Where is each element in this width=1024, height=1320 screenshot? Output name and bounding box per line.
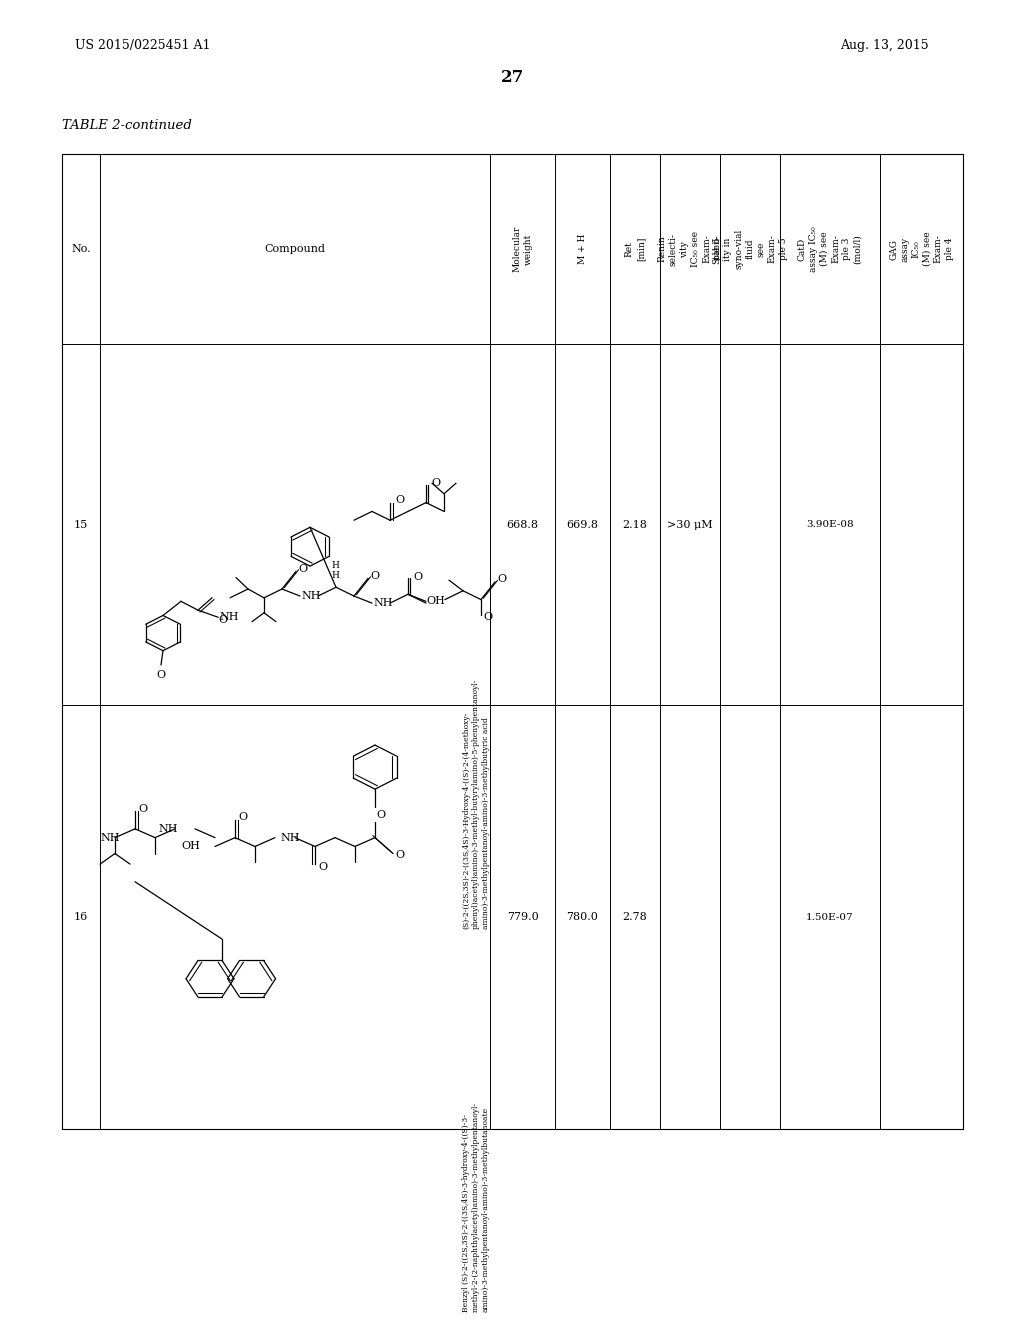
Text: OH: OH	[426, 597, 444, 606]
Text: >30 μM: >30 μM	[668, 520, 713, 529]
Text: O: O	[318, 862, 327, 871]
Text: 780.0: 780.0	[566, 912, 598, 921]
Text: NH: NH	[280, 833, 299, 842]
Text: O: O	[157, 671, 166, 680]
Text: 2.78: 2.78	[623, 912, 647, 921]
Text: Stabil-
ity in
syno-vial
fluid
see
Exam-
ple 5: Stabil- ity in syno-vial fluid see Exam-…	[713, 228, 787, 269]
Text: 3.90E-08: 3.90E-08	[806, 520, 854, 529]
Text: No.: No.	[72, 244, 91, 253]
Text: TABLE 2-continued: TABLE 2-continued	[62, 119, 191, 132]
Text: O: O	[497, 574, 506, 585]
Bar	[62, 154, 963, 1129]
Text: OH: OH	[181, 841, 200, 851]
Text: O: O	[238, 812, 247, 822]
Text: Benzyl (S)-2-((2S,3S)-2-((3S,4S)-3-hydroxy-4-((S)-3-
methyl-2-(2-naphthylacetyl): Benzyl (S)-2-((2S,3S)-2-((3S,4S)-3-hydro…	[463, 1102, 490, 1312]
Text: US 2015/0225451 A1: US 2015/0225451 A1	[75, 40, 211, 53]
Text: O: O	[395, 495, 404, 506]
Text: O: O	[413, 572, 422, 582]
Text: 668.8: 668.8	[507, 520, 539, 529]
Text: GAG
assay
IC₅₀
(M) see
Exam-
ple 4: GAG assay IC₅₀ (M) see Exam- ple 4	[889, 232, 953, 267]
Text: 2.18: 2.18	[623, 520, 647, 529]
Text: 16: 16	[74, 912, 88, 921]
Text: NH: NH	[373, 598, 392, 609]
Text: O: O	[431, 478, 440, 488]
Text: O: O	[395, 850, 404, 861]
Text: O: O	[138, 804, 147, 813]
Text: 1.50E-07: 1.50E-07	[806, 912, 854, 921]
Text: Aug. 13, 2015: Aug. 13, 2015	[840, 40, 929, 53]
Text: O: O	[218, 615, 227, 624]
Text: Molecular
weight: Molecular weight	[512, 226, 532, 272]
Text: (S)-2-((2S,3S)-2-((3S,4S)-3-Hydroxy-4-((S)-2-(4-methoxy-
phenyl)acetyl)amino)-3-: (S)-2-((2S,3S)-2-((3S,4S)-3-Hydroxy-4-((…	[463, 678, 490, 929]
Text: M + H: M + H	[578, 234, 587, 264]
Text: Ret
[min]: Ret [min]	[625, 236, 645, 261]
Text: 669.8: 669.8	[566, 520, 598, 529]
Text: Compound: Compound	[264, 244, 326, 253]
Text: NH: NH	[100, 833, 120, 842]
Text: 779.0: 779.0	[507, 912, 539, 921]
Text: O: O	[370, 570, 379, 581]
Text: CatD
assay IC₅₀
(M) see
Exam-
ple 3
(mol/l): CatD assay IC₅₀ (M) see Exam- ple 3 (mol…	[798, 226, 862, 272]
Text: H
H: H H	[331, 561, 339, 581]
Text: NH: NH	[301, 591, 321, 601]
Text: O: O	[376, 809, 385, 820]
Text: NH: NH	[159, 824, 178, 834]
Text: O: O	[298, 564, 307, 574]
Text: Renin
selecti-
vity
IC₅₀ see
Exam-
ple 6: Renin selecti- vity IC₅₀ see Exam- ple 6	[657, 231, 722, 267]
Text: NH: NH	[219, 612, 239, 622]
Text: O: O	[483, 612, 493, 622]
Text: 15: 15	[74, 520, 88, 529]
Text: 27: 27	[501, 69, 523, 86]
